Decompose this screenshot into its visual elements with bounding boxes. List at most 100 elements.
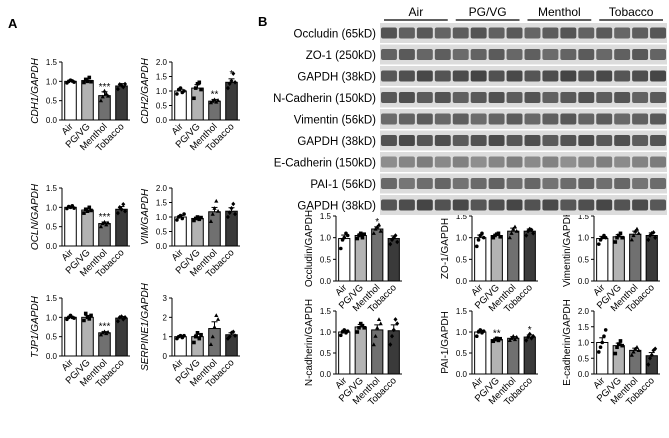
- data-point-2-2: [375, 224, 380, 229]
- data-point-0-2: [342, 328, 347, 332]
- data-point-2-4: [378, 321, 383, 326]
- blot-band: [560, 113, 577, 125]
- blot-band: [650, 178, 666, 189]
- data-point-1-0: [192, 218, 196, 223]
- blot-band: [614, 70, 631, 82]
- data-point-2-3: [512, 224, 518, 229]
- y-tick-label: 0.0: [46, 242, 58, 251]
- data-point-2-2: [212, 206, 217, 210]
- blot-band: [578, 156, 595, 168]
- blot-row-label: ZO-1 (250kD): [306, 50, 376, 62]
- data-point-1-0: [355, 330, 360, 334]
- data-point-2-3: [214, 198, 219, 203]
- blot-band: [470, 156, 487, 168]
- bar-PG/VG: [354, 235, 367, 282]
- data-point-1-0: [82, 80, 86, 85]
- blot-band: [416, 178, 433, 189]
- data-point-1-4: [620, 235, 625, 240]
- blot-band: [542, 92, 559, 103]
- blot-band: [434, 135, 451, 146]
- y-tick-label: 0.0: [320, 370, 332, 379]
- data-point-3-1: [227, 334, 232, 339]
- data-point-2-4: [105, 220, 111, 225]
- blot-band: [650, 135, 666, 146]
- chart-b3: 0.00.51.01.5Vimentin/GAPDHAirPG/VGMentho…: [562, 210, 660, 315]
- data-point-1-3: [87, 205, 92, 210]
- blot-band: [596, 199, 613, 211]
- data-point-2-1: [100, 330, 105, 335]
- y-axis-label: CDH1/GAPDH: [30, 57, 41, 123]
- data-point-1-3: [197, 336, 202, 341]
- blot-band: [398, 178, 415, 189]
- y-axis-label: TJP1/GAPDH: [30, 295, 41, 357]
- data-point-0-2: [478, 328, 483, 332]
- data-point-2-3: [214, 313, 219, 317]
- blot-band: [416, 49, 433, 60]
- data-point-2-4: [215, 209, 221, 213]
- blot-band: [578, 199, 595, 211]
- y-tick-label: 1.5: [456, 307, 468, 316]
- y-tick-label: 1.5: [578, 212, 590, 221]
- data-point-3-3: [121, 84, 126, 90]
- blot-band: [416, 199, 433, 211]
- blot-band: [650, 49, 666, 60]
- blot-band: [542, 49, 559, 60]
- data-point-1-4: [362, 232, 367, 236]
- blot-background: [380, 195, 667, 215]
- y-tick-label: 1.5: [156, 199, 168, 208]
- blot-row: Occludin (65kD): [294, 23, 667, 43]
- blot-band: [506, 199, 523, 211]
- data-point-3-0: [388, 342, 393, 347]
- data-point-0-2: [178, 86, 183, 90]
- bar-Air: [474, 237, 487, 282]
- blot-band: [416, 92, 433, 103]
- data-point-1-1: [615, 235, 619, 240]
- data-point-1-1: [193, 86, 198, 90]
- blot-band: [614, 199, 631, 211]
- blot-band: [578, 92, 595, 103]
- significance-mark: ***: [99, 322, 111, 333]
- data-point-3-1: [526, 228, 531, 234]
- blot-band: [596, 178, 613, 189]
- bar-Tobacco: [523, 230, 536, 282]
- bar-Air: [338, 331, 351, 375]
- data-point-0-0: [474, 244, 479, 249]
- bar-PG/VG: [612, 345, 625, 375]
- chart-a4: 0.00.51.01.52.0VIM/GAPDHAirPG/VGMentholT…: [140, 184, 240, 280]
- blot-band: [452, 92, 469, 103]
- data-point-1-3: [618, 339, 623, 343]
- chart-a3: 0.00.51.01.5OCLN/GAPDHAirPG/VG***Menthol…: [30, 183, 130, 280]
- blot-band: [398, 27, 415, 39]
- data-point-0-0: [338, 333, 343, 338]
- blot-band: [506, 135, 523, 146]
- group-label-PG/VG: PG/VG: [469, 5, 507, 19]
- data-point-1-0: [491, 235, 496, 240]
- data-point-2-2: [511, 334, 516, 338]
- blot-band: [506, 27, 523, 39]
- data-point-3-2: [391, 235, 396, 240]
- data-point-1-4: [199, 332, 203, 337]
- data-point-2-3: [376, 317, 382, 321]
- chart-b6: 0.00.51.01.52.0E-cadherin/GAPDH AirPG/VGM…: [562, 299, 660, 408]
- blot-band: [381, 135, 397, 146]
- chart-a1: 0.00.51.01.5CDH1/GAPDHAirPG/VG***Menthol…: [30, 57, 130, 154]
- data-point-1-3: [197, 80, 202, 85]
- blot-band: [632, 178, 649, 189]
- blot-row-label: PAI-1 (56kD): [310, 179, 376, 191]
- blot-band: [506, 178, 523, 189]
- data-point-1-2: [616, 342, 621, 346]
- y-axis-label: VIM/GAPDH: [140, 188, 151, 245]
- bar-PG/VG: [191, 217, 204, 247]
- chart-b1: 0.00.51.01.5Occludin/GAPDHAirPG/VG*Menth…: [304, 210, 402, 315]
- data-point-2-0: [98, 332, 104, 337]
- y-tick-label: 1: [163, 333, 168, 342]
- data-point-2-2: [375, 325, 380, 330]
- y-tick-label: 0.5: [320, 255, 332, 264]
- significance-mark: ***: [99, 82, 111, 93]
- data-point-1-2: [358, 231, 363, 236]
- blot-band: [578, 49, 595, 60]
- blot-row-label: GAPDH (38kD): [297, 200, 376, 212]
- data-point-1-3: [618, 231, 623, 236]
- bar-PG/VG: [191, 87, 204, 121]
